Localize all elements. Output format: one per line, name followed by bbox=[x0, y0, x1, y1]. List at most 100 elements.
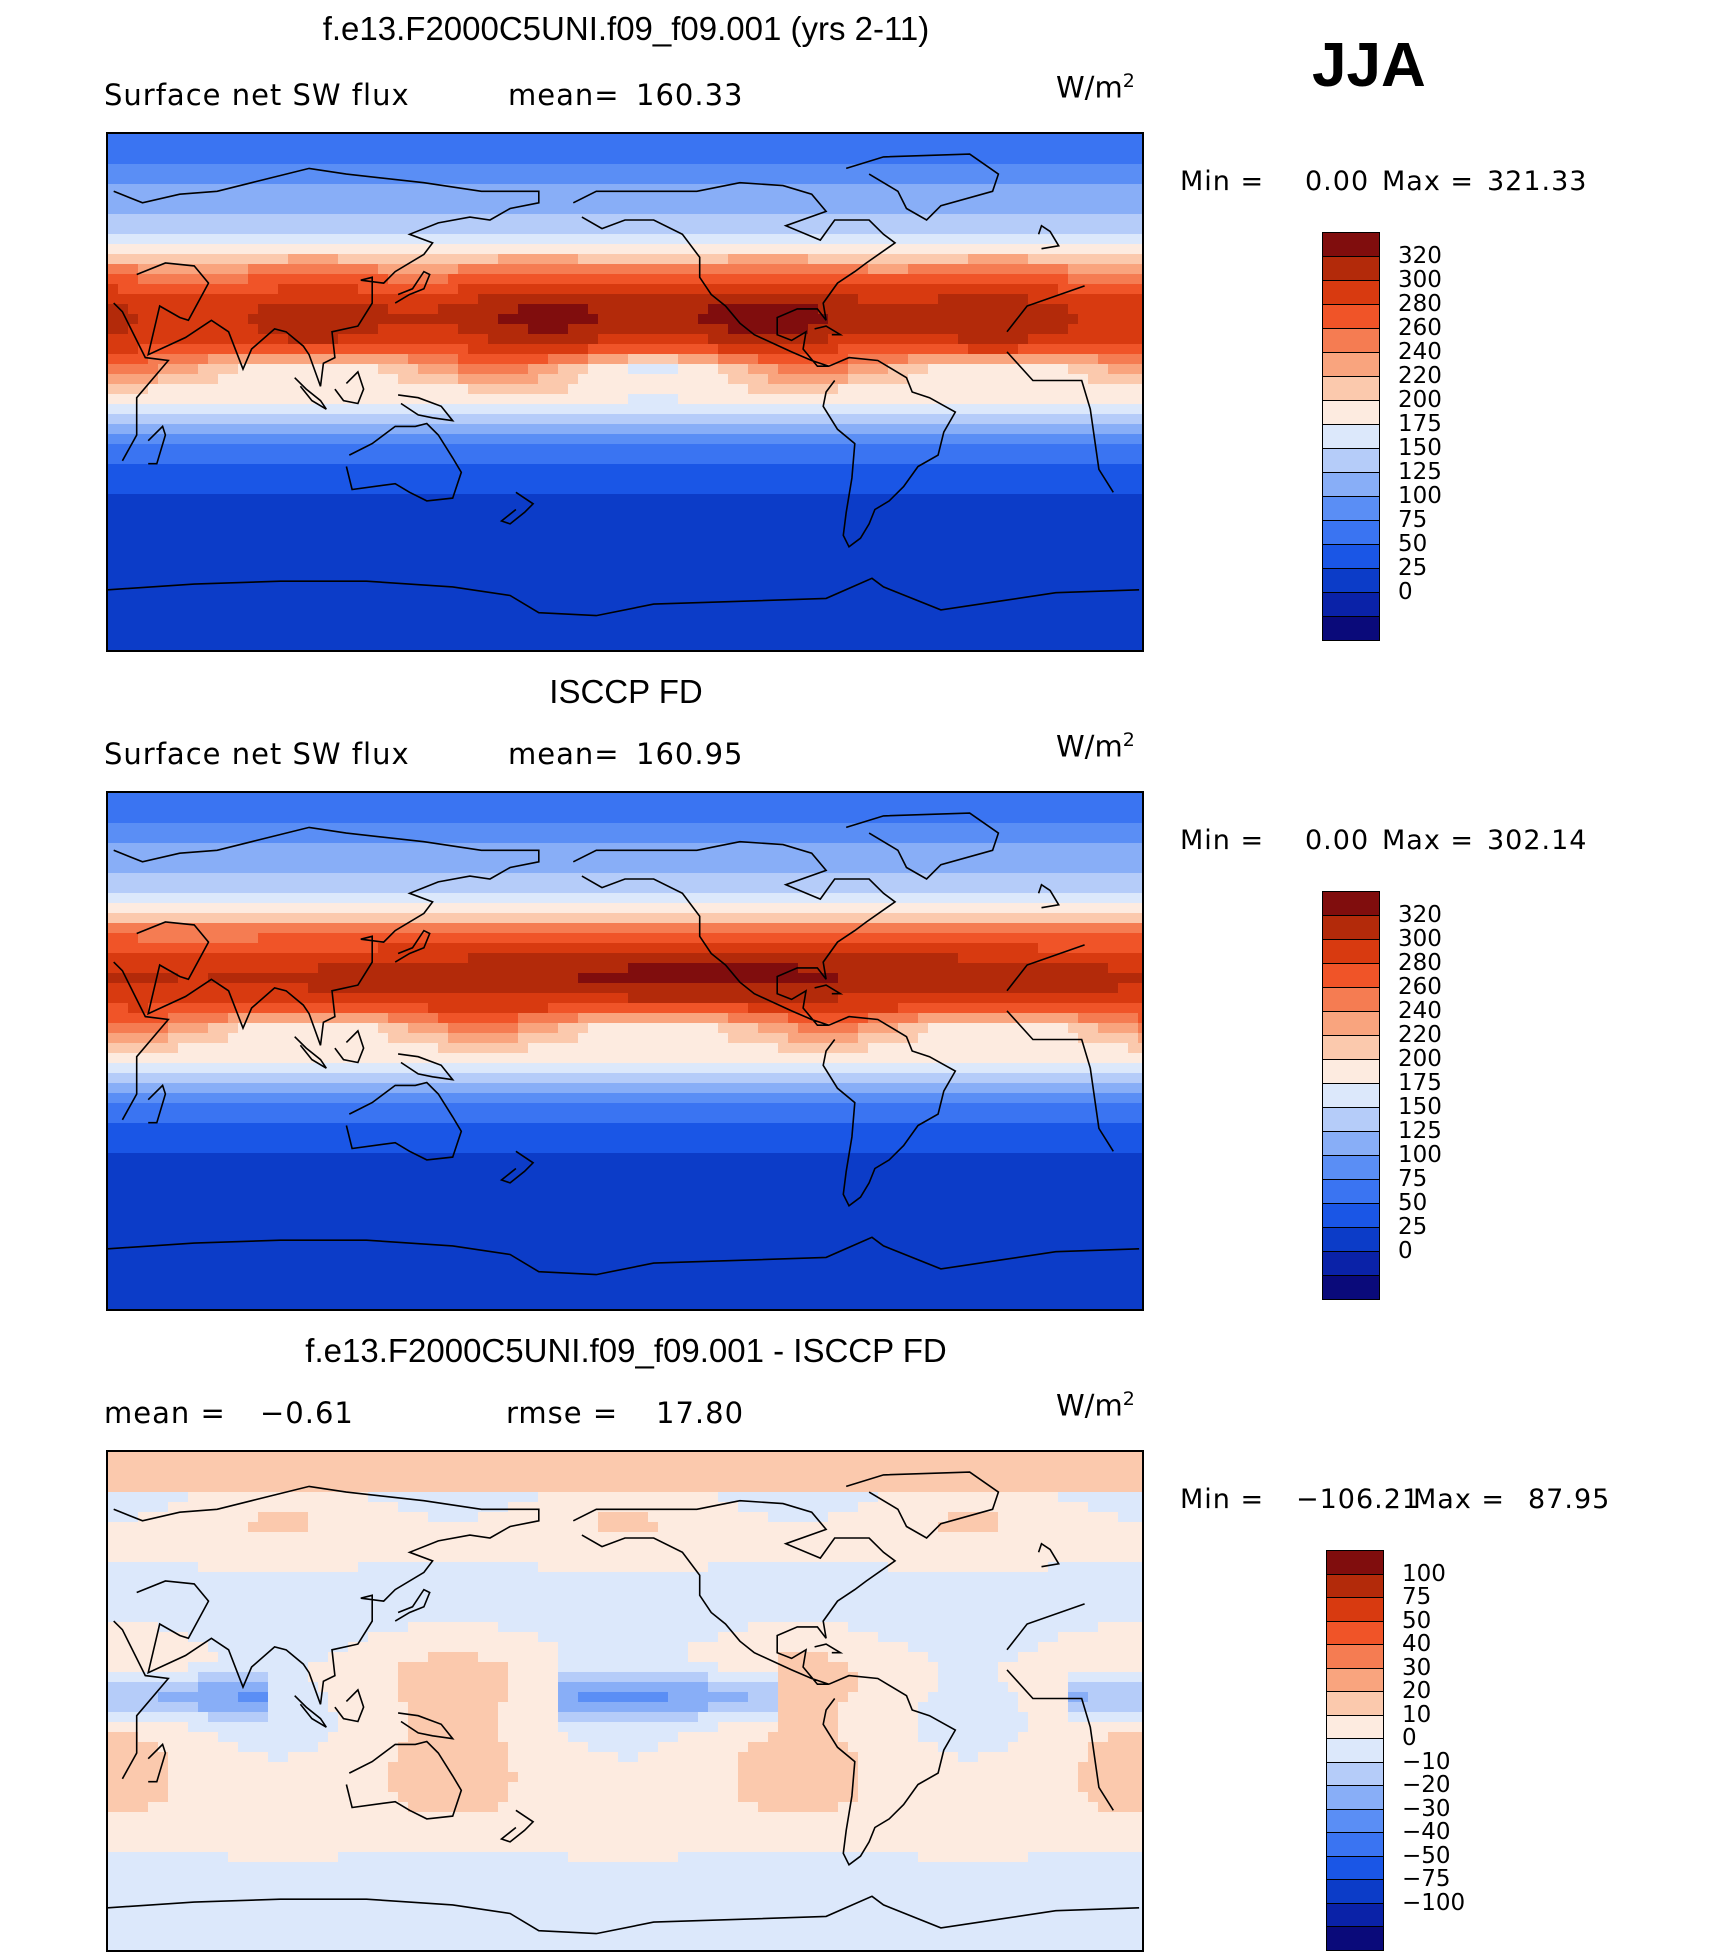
map-cell bbox=[418, 274, 429, 285]
map-cell bbox=[398, 414, 409, 425]
map-cell bbox=[398, 544, 409, 555]
map-cell bbox=[418, 344, 429, 355]
map-cell bbox=[908, 154, 919, 165]
map-cell bbox=[198, 414, 209, 425]
map-cell bbox=[218, 494, 229, 505]
map-cell bbox=[628, 364, 639, 375]
map-cell bbox=[928, 604, 939, 615]
map-cell bbox=[748, 424, 759, 435]
map-cell bbox=[278, 594, 289, 605]
map-cell bbox=[728, 524, 739, 535]
map-cell bbox=[148, 164, 159, 175]
map-cell bbox=[138, 464, 149, 475]
map-cell bbox=[238, 404, 249, 415]
map-cell bbox=[658, 224, 669, 235]
map-cell bbox=[178, 144, 189, 155]
map-cell bbox=[168, 324, 179, 335]
map-cell bbox=[188, 544, 199, 555]
map-cell bbox=[918, 444, 929, 455]
map-cell bbox=[1078, 184, 1089, 195]
map-cell bbox=[628, 204, 639, 215]
map-cell bbox=[288, 414, 299, 425]
map-cell bbox=[728, 334, 739, 345]
map-cell bbox=[238, 324, 249, 335]
map-cell bbox=[228, 584, 239, 595]
map-cell bbox=[908, 604, 919, 615]
map-cell bbox=[228, 224, 239, 235]
map-cell bbox=[448, 264, 459, 275]
map-cell bbox=[958, 184, 969, 195]
map-cell bbox=[468, 254, 479, 265]
map-cell bbox=[978, 274, 989, 285]
map-cell bbox=[508, 414, 519, 425]
map-cell bbox=[538, 154, 549, 165]
map-cell bbox=[1108, 184, 1119, 195]
map-cell bbox=[698, 454, 709, 465]
map-cell bbox=[708, 564, 719, 575]
map-cell bbox=[458, 354, 469, 365]
map-cell bbox=[338, 234, 349, 245]
map-cell bbox=[1068, 554, 1079, 565]
map-cell bbox=[568, 254, 579, 265]
map-cell bbox=[528, 404, 539, 415]
map-cell bbox=[888, 374, 899, 385]
map-cell bbox=[158, 254, 169, 265]
map-cell bbox=[988, 354, 999, 365]
map-cell bbox=[138, 194, 149, 205]
map-cell bbox=[398, 474, 409, 485]
map-cell bbox=[728, 464, 739, 475]
map-cell bbox=[1048, 344, 1059, 355]
map-cell bbox=[978, 164, 989, 175]
map-cell bbox=[1098, 184, 1109, 195]
map-cell bbox=[728, 414, 739, 425]
map-cell bbox=[788, 134, 799, 145]
map-cell bbox=[758, 134, 769, 145]
map-cell bbox=[718, 484, 729, 495]
map-cell bbox=[818, 524, 829, 535]
map-cell bbox=[628, 454, 639, 465]
map-cell bbox=[218, 424, 229, 435]
map-cell bbox=[1078, 524, 1089, 535]
map-cell bbox=[548, 194, 559, 205]
map-cell bbox=[158, 394, 169, 405]
map-cell bbox=[688, 334, 699, 345]
map-cell bbox=[238, 194, 249, 205]
map-cell bbox=[748, 434, 759, 445]
map-cell bbox=[398, 604, 409, 615]
map-cell bbox=[838, 174, 849, 185]
map-cell bbox=[998, 404, 1009, 415]
map-cell bbox=[978, 564, 989, 575]
map-cell bbox=[278, 584, 289, 595]
map-cell bbox=[308, 534, 319, 545]
map-cell bbox=[1128, 524, 1139, 535]
map-cell bbox=[648, 554, 659, 565]
map-cell bbox=[1088, 324, 1099, 335]
map-cell bbox=[588, 334, 599, 345]
map-cell bbox=[508, 574, 519, 585]
map-cell bbox=[388, 484, 399, 495]
map-cell bbox=[1088, 554, 1099, 565]
map-cell bbox=[388, 234, 399, 245]
map-cell bbox=[138, 414, 149, 425]
map-cell bbox=[828, 544, 839, 555]
map-cell bbox=[178, 394, 189, 405]
map-cell bbox=[938, 134, 949, 145]
map-cell bbox=[548, 344, 559, 355]
map-cell bbox=[948, 524, 959, 535]
map-cell bbox=[1028, 494, 1039, 505]
map-cell bbox=[278, 494, 289, 505]
map-cell bbox=[848, 494, 859, 505]
map-cell bbox=[1018, 154, 1029, 165]
map-cell bbox=[778, 254, 789, 265]
map-cell bbox=[358, 584, 369, 595]
map-cell bbox=[898, 224, 909, 235]
map-cell bbox=[198, 514, 209, 525]
map-cell bbox=[1078, 294, 1089, 305]
map-cell bbox=[958, 464, 969, 475]
map-cell bbox=[398, 554, 409, 565]
map-cell bbox=[518, 294, 529, 305]
map-cell bbox=[1098, 344, 1109, 355]
map-cell bbox=[718, 444, 729, 455]
map-cell bbox=[648, 424, 659, 435]
map-cell bbox=[448, 214, 459, 225]
